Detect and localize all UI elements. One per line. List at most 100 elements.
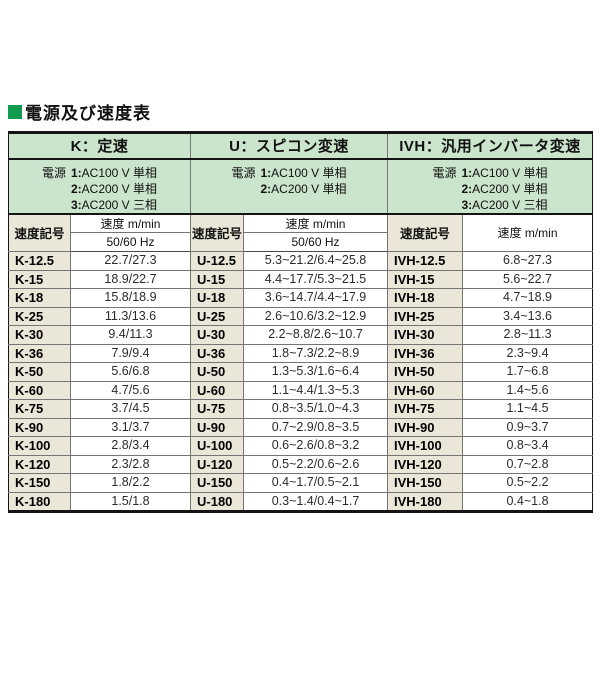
speed-code-cell: U-150	[190, 473, 244, 493]
speed-code-header-u: 速度記号	[190, 213, 244, 252]
speed-code-cell: K-12.5	[8, 251, 71, 271]
speed-value-cell: 18.9/22.7	[70, 269, 191, 289]
speed-value-cell: 0.8~3.4	[461, 436, 594, 456]
frequency-header-k: 50/60 Hz	[70, 232, 191, 252]
table-row: K-15 18.9/22.7 U-15 4.4~17.7/5.3~21.5 IVH-15…	[8, 269, 594, 289]
table-row: K-75 3.7/4.5 U-75 0.8~3.5/1.0~4.3 IVH-75 1.1~…	[8, 399, 594, 419]
table-row: K-60 4.7/5.6 U-60 1.1~4.4/1.3~5.3 IVH-60 1.4~…	[8, 380, 594, 400]
green-square-bullet-icon	[8, 104, 22, 119]
speed-value-cell: 2.8/3.4	[70, 436, 191, 456]
table-row: K-120 2.3/2.8 U-120 0.5~2.2/0.6~2.6 IVH-120 0…	[8, 454, 594, 474]
speed-code-cell: K-18	[8, 288, 71, 308]
speed-value-cell: 2.3~9.4	[461, 343, 594, 363]
page-title-text: 電源及び速度表	[25, 104, 151, 123]
speed-value-cell: 3.7/4.5	[70, 399, 191, 419]
speed-value-cell: 11.3/13.6	[70, 306, 191, 326]
frequency-header-u: 50/60 Hz	[243, 232, 388, 252]
speed-code-cell: IVH-25	[387, 306, 463, 326]
speed-code-cell: U-30	[190, 325, 244, 345]
table-row: K-50 5.6/6.8 U-50 1.3~5.3/1.6~6.4 IVH-50 1.7~…	[8, 362, 594, 382]
power-source-label: 電源	[432, 165, 457, 180]
speed-code-cell: IVH-100	[387, 436, 463, 456]
speed-value-cell: 0.7~2.9/0.8~3.5	[243, 417, 388, 437]
speed-value-cell: 1.7~6.8	[461, 362, 594, 382]
speed-code-header-k: 速度記号	[8, 213, 71, 252]
speed-value-cell: 0.7~2.8	[461, 454, 594, 474]
speed-value-cell: 3.6~14.7/4.4~17.9	[243, 288, 388, 308]
speed-value-cell: 1.8~7.3/2.2~8.9	[243, 343, 388, 363]
speed-code-cell: U-15	[190, 269, 244, 289]
power-option: 1:AC100 V 単相	[461, 165, 548, 180]
speed-code-cell: IVH-12.5	[387, 251, 463, 271]
speed-code-cell: IVH-36	[387, 343, 463, 363]
speed-value-cell: 5.6/6.8	[70, 362, 191, 382]
speed-value-cell: 0.4~1.7/0.5~2.1	[243, 473, 388, 493]
speed-value-cell: 9.4/11.3	[70, 325, 191, 345]
speed-code-cell: K-36	[8, 343, 71, 363]
frequency-header-row: 50/60 Hz 50/60 Hz	[9, 232, 593, 252]
speed-code-cell: U-90	[190, 417, 244, 437]
speed-code-cell: U-18	[190, 288, 244, 308]
speed-value-cell: 1.5/1.8	[70, 491, 191, 512]
power-source-row: 電源 1:AC100 V 単相 2:AC200 V 単相 3:AC200 V 三相 電…	[8, 158, 594, 215]
page-title: 電源及び速度表	[8, 99, 592, 124]
speed-value-cell: 0.9~3.7	[461, 417, 594, 437]
speed-code-cell: IVH-18	[387, 288, 463, 308]
speed-table-body: K-12.5 22.7/27.3 U-12.5 5.3~21.2/6.4~25.8 IV…	[8, 251, 594, 512]
speed-code-cell: U-60	[190, 380, 244, 400]
speed-value-cell: 3.4~13.6	[461, 306, 594, 326]
speed-code-cell: IVH-75	[387, 399, 463, 419]
table-row: K-150 1.8/2.2 U-150 0.4~1.7/0.5~2.1 IVH-150 0…	[8, 473, 594, 493]
table-row: K-90 3.1/3.7 U-90 0.7~2.9/0.8~3.5 IVH-90 0.9~…	[8, 417, 594, 437]
speed-value-cell: 4.7/5.6	[70, 380, 191, 400]
speed-value-cell: 0.4~1.8	[461, 491, 594, 512]
series-header-k: K：定速	[8, 132, 191, 160]
series-header-u: U：スピコン変速	[190, 132, 388, 160]
power-option: 3:AC200 V 三相	[70, 197, 158, 212]
speed-code-cell: K-150	[8, 473, 71, 493]
speed-code-cell: IVH-120	[387, 454, 463, 474]
speed-code-cell: IVH-30	[387, 325, 463, 345]
speed-value-cell: 4.7~18.9	[461, 288, 594, 308]
speed-code-cell: U-120	[190, 454, 244, 474]
speed-code-cell: K-120	[8, 454, 71, 474]
power-spec-u: 電源 1:AC100 V 単相 2:AC200 V 単相	[190, 158, 388, 215]
speed-code-cell: K-25	[8, 306, 71, 326]
speed-code-cell: U-75	[190, 399, 244, 419]
speed-value-cell: 0.6~2.6/0.8~3.2	[243, 436, 388, 456]
speed-value-cell: 1.3~5.3/1.6~6.4	[243, 362, 388, 382]
speed-code-cell: K-100	[8, 436, 71, 456]
speed-value-cell: 2.6~10.6/3.2~12.9	[243, 306, 388, 326]
speed-value-cell: 5.3~21.2/6.4~25.8	[243, 251, 388, 271]
speed-value-cell: 6.8~27.3	[461, 251, 594, 271]
power-option: 1:AC100 V 単相	[70, 165, 158, 180]
speed-value-cell: 1.4~5.6	[461, 380, 594, 400]
power-speed-table: K：定速 U：スピコン変速 IVH：汎用インバータ変速 電源 1:AC100 V …	[8, 131, 594, 513]
speed-value-cell: 0.3~1.4/0.4~1.7	[243, 491, 388, 512]
speed-code-cell: K-60	[8, 380, 71, 400]
speed-code-cell: IVH-90	[387, 417, 463, 437]
speed-code-cell: U-180	[190, 491, 244, 512]
power-option: 2:AC200 V 単相	[461, 181, 548, 196]
speed-code-cell: U-36	[190, 343, 244, 363]
speed-value-cell: 2.3/2.8	[70, 454, 191, 474]
speed-value-cell: 1.1~4.5	[461, 399, 594, 419]
power-option: 3:AC200 V 三相	[461, 197, 548, 212]
speed-code-cell: K-15	[8, 269, 71, 289]
speed-value-cell: 2.8~11.3	[461, 325, 594, 345]
speed-code-cell: K-90	[8, 417, 71, 437]
speed-unit-header-ivh: 速度 m/min	[461, 213, 594, 252]
speed-code-cell: K-180	[8, 491, 71, 512]
speed-code-header-ivh: 速度記号	[387, 213, 463, 252]
power-option: 1:AC100 V 単相	[260, 165, 347, 180]
speed-code-cell: IVH-50	[387, 362, 463, 382]
speed-value-cell: 7.9/9.4	[70, 343, 191, 363]
speed-code-cell: K-75	[8, 399, 71, 419]
speed-value-cell: 22.7/27.3	[70, 251, 191, 271]
table-row: K-30 9.4/11.3 U-30 2.2~8.8/2.6~10.7 IVH-30 2.…	[8, 325, 594, 345]
power-source-label: 電源	[231, 165, 256, 180]
speed-value-cell: 3.1/3.7	[70, 417, 191, 437]
speed-unit-header-u: 速度 m/min	[243, 213, 388, 233]
table-row: K-25 11.3/13.6 U-25 2.6~10.6/3.2~12.9 IVH-25…	[8, 306, 594, 326]
speed-code-cell: K-50	[8, 362, 71, 382]
